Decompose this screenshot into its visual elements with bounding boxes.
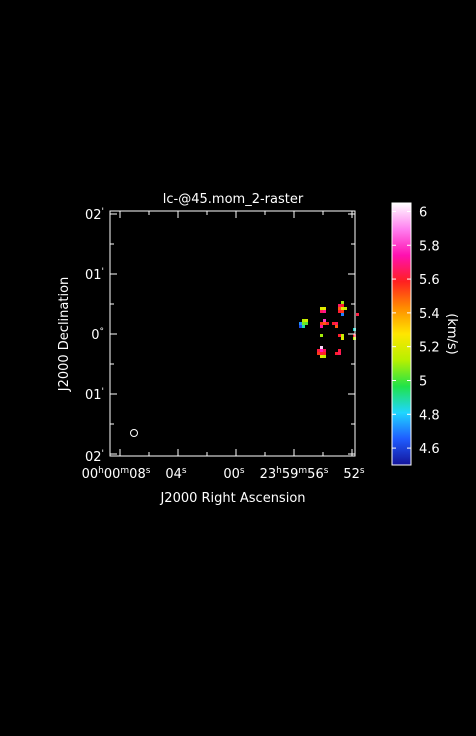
raster-pixel bbox=[320, 322, 323, 325]
raster-pixel bbox=[305, 322, 308, 325]
raster-pixel bbox=[338, 349, 341, 352]
raster-pixel bbox=[323, 322, 326, 325]
raster-pixel bbox=[305, 319, 308, 322]
x-tick-label: 00h​00m​08s​ bbox=[82, 466, 151, 482]
raster-pixel bbox=[320, 310, 323, 313]
y-tick-label: 01'​ bbox=[85, 387, 104, 403]
raster-pixel bbox=[317, 352, 320, 355]
raster-pixel bbox=[332, 322, 335, 325]
y-tick-label: 02'​ bbox=[85, 207, 104, 223]
colorbar-tick-label: 5.4 bbox=[419, 307, 440, 322]
raster-pixel bbox=[335, 322, 338, 325]
y-tick-label: 02'​ bbox=[85, 449, 104, 465]
raster-pixel bbox=[320, 307, 323, 310]
raster-pixel bbox=[338, 304, 341, 307]
colorbar-tick-label: 4.8 bbox=[419, 408, 440, 423]
raster-pixel bbox=[341, 337, 344, 340]
raster-pixel bbox=[302, 325, 305, 328]
y-tick-label: 0°​ bbox=[91, 327, 104, 343]
raster-pixel bbox=[326, 322, 329, 325]
raster-pixel bbox=[323, 349, 326, 352]
colorbar-label: (km/s) bbox=[444, 313, 459, 355]
raster-pixel bbox=[320, 349, 323, 352]
raster-pixel bbox=[341, 334, 344, 337]
raster-pixel bbox=[320, 325, 323, 328]
raster-pixel bbox=[341, 313, 344, 316]
raster-pixel bbox=[341, 310, 344, 313]
y-tick-label: 01'​ bbox=[85, 267, 104, 283]
beam-ellipse bbox=[130, 429, 138, 437]
x-tick-label: 00s​ bbox=[223, 466, 245, 482]
raster-pixel bbox=[338, 307, 341, 310]
raster-pixel bbox=[335, 352, 338, 355]
raster-pixel bbox=[338, 334, 341, 337]
colorbar-tick-label: 5.8 bbox=[419, 239, 440, 254]
x-tick-label: 52s​ bbox=[343, 466, 365, 482]
raster-pixel bbox=[323, 310, 326, 313]
raster-image bbox=[299, 301, 359, 358]
raster-pixel bbox=[299, 322, 302, 325]
y-tick-labels: 02'​ 01'​ 0°​ 01'​ 02'​ bbox=[85, 207, 104, 465]
x-tick-label: 23h​59m​56s​ bbox=[260, 466, 329, 482]
raster-pixel bbox=[338, 310, 341, 313]
axis-ticks bbox=[110, 211, 355, 456]
raster-pixel bbox=[323, 352, 326, 355]
x-tick-label: 04s​ bbox=[165, 466, 187, 482]
colorbar-tick-label: 5.6 bbox=[419, 273, 440, 288]
x-tick-labels: 00h​00m​08s​ 04s​ 00s​ 23h​59m​56s​ 52s​ bbox=[82, 466, 365, 482]
raster-pixel bbox=[335, 325, 338, 328]
raster-pixel bbox=[320, 355, 323, 358]
colorbar-tick-label: 6 bbox=[419, 205, 427, 220]
raster-pixel bbox=[320, 334, 323, 337]
raster-pixel bbox=[302, 319, 305, 322]
colorbar-tick-label: 5 bbox=[419, 374, 427, 389]
colorbar-tick-label: 5.2 bbox=[419, 341, 440, 356]
y-axis-label: J2000 Declination bbox=[57, 277, 72, 393]
raster-pixel bbox=[341, 301, 344, 304]
raster-pixel bbox=[302, 322, 305, 325]
raster-pixel bbox=[323, 319, 326, 322]
raster-pixel bbox=[317, 349, 320, 352]
raster-pixel bbox=[323, 355, 326, 358]
raster-pixel bbox=[338, 352, 341, 355]
raster-pixel bbox=[320, 346, 323, 349]
x-axis-label: J2000 Right Ascension bbox=[159, 491, 305, 506]
colorbar bbox=[391, 202, 412, 466]
raster-pixel bbox=[341, 304, 344, 307]
raster-pixel bbox=[356, 313, 359, 316]
colorbar-ticks: 6 5.8 5.6 5.4 5.2 5 4.8 4.6 bbox=[392, 205, 440, 457]
raster-pixel bbox=[320, 352, 323, 355]
raster-pixel bbox=[341, 307, 344, 310]
raster-pixel bbox=[344, 307, 347, 310]
chart-title: lc-@45.mom_2-raster bbox=[163, 192, 304, 207]
raster-pixel bbox=[323, 307, 326, 310]
colorbar-tick-label: 4.6 bbox=[419, 442, 440, 457]
raster-pixel bbox=[299, 325, 302, 328]
